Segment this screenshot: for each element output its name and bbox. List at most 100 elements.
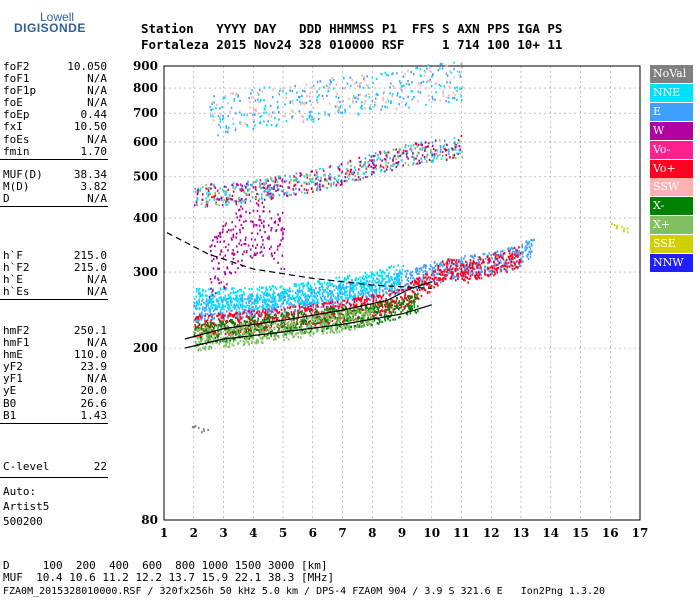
echo-point [296, 181, 299, 184]
data-point [196, 302, 198, 305]
data-point [279, 243, 282, 246]
data-point [483, 261, 485, 264]
data-point [209, 298, 211, 301]
data-point [234, 305, 237, 308]
data-point [333, 301, 336, 305]
data-point [343, 292, 345, 295]
data-point [389, 289, 392, 292]
data-point [308, 301, 311, 304]
data-point [276, 318, 279, 321]
data-point [457, 277, 459, 281]
data-point [240, 205, 242, 208]
data-point [469, 277, 471, 280]
echo-point [319, 185, 321, 189]
data-point [459, 264, 462, 267]
data-point [225, 299, 227, 302]
data-point [236, 290, 239, 294]
data-point [464, 273, 467, 276]
data-point [313, 314, 316, 317]
param-value: 10.050 [67, 60, 107, 73]
data-point [462, 271, 465, 274]
data-point [282, 233, 284, 236]
data-point [461, 264, 463, 267]
data-point [385, 286, 388, 289]
data-point [261, 330, 263, 333]
data-point [476, 272, 479, 276]
data-point [209, 325, 211, 328]
data-point [257, 341, 259, 344]
data-point [206, 294, 208, 298]
data-point [206, 300, 209, 303]
echo-point [384, 158, 387, 161]
data-point [357, 296, 360, 299]
data-point [353, 300, 356, 303]
data-point [199, 332, 202, 335]
data-point [447, 258, 450, 261]
data-point [376, 322, 379, 325]
param-name: hmF2 [3, 324, 30, 337]
auto-version: 500200 [3, 515, 43, 528]
data-point [345, 314, 348, 317]
echo-point [261, 182, 263, 185]
data-point [312, 295, 315, 298]
data-point [518, 260, 521, 264]
echo-point [357, 171, 359, 174]
echo-point [239, 99, 241, 102]
data-point [282, 302, 285, 305]
data-point [233, 327, 235, 330]
data-point [478, 267, 481, 270]
data-point [498, 262, 501, 265]
echo-point [432, 158, 435, 162]
data-point [283, 327, 286, 330]
data-point [343, 278, 346, 282]
data-point [499, 250, 502, 253]
data-point [235, 294, 237, 297]
data-point [214, 306, 217, 309]
data-point [446, 260, 448, 263]
data-point [475, 262, 478, 265]
data-point [327, 327, 329, 330]
data-point [338, 276, 340, 279]
data-point [364, 314, 367, 317]
param-row: foF1 N/A [3, 73, 107, 84]
data-point [219, 240, 222, 243]
data-point [316, 298, 319, 301]
data-point [230, 298, 233, 301]
param-value: 1.70 [80, 144, 108, 158]
data-point [357, 278, 360, 281]
data-point [260, 323, 263, 326]
echo-point [327, 182, 330, 185]
data-point [500, 269, 503, 272]
param-name: D [3, 192, 10, 206]
data-point [250, 318, 252, 321]
data-point [312, 303, 315, 306]
echo-point [204, 205, 207, 208]
data-point [322, 291, 324, 295]
echo-point [328, 177, 330, 180]
data-point [329, 307, 331, 311]
data-point [262, 319, 264, 322]
data-point [276, 330, 279, 333]
data-point [245, 210, 247, 213]
data-point [509, 260, 511, 263]
echo-point [284, 174, 286, 177]
header-labels: Station YYYY DAY DDD HHMMSS P1 FFS S AXN… [141, 21, 563, 36]
data-point [416, 272, 419, 276]
data-point [213, 322, 215, 325]
data-point [308, 332, 311, 335]
data-point [409, 271, 412, 274]
data-point [332, 303, 334, 307]
echo-point [381, 165, 383, 168]
data-point [413, 300, 416, 303]
data-point [321, 299, 324, 302]
data-point [235, 311, 237, 314]
data-point [364, 275, 367, 278]
data-point [355, 288, 358, 291]
echo-point [395, 148, 397, 151]
data-point [300, 282, 302, 286]
data-point [231, 252, 233, 255]
data-point [248, 321, 251, 324]
data-point [372, 304, 375, 308]
data-point [347, 296, 350, 299]
data-point [249, 332, 252, 336]
